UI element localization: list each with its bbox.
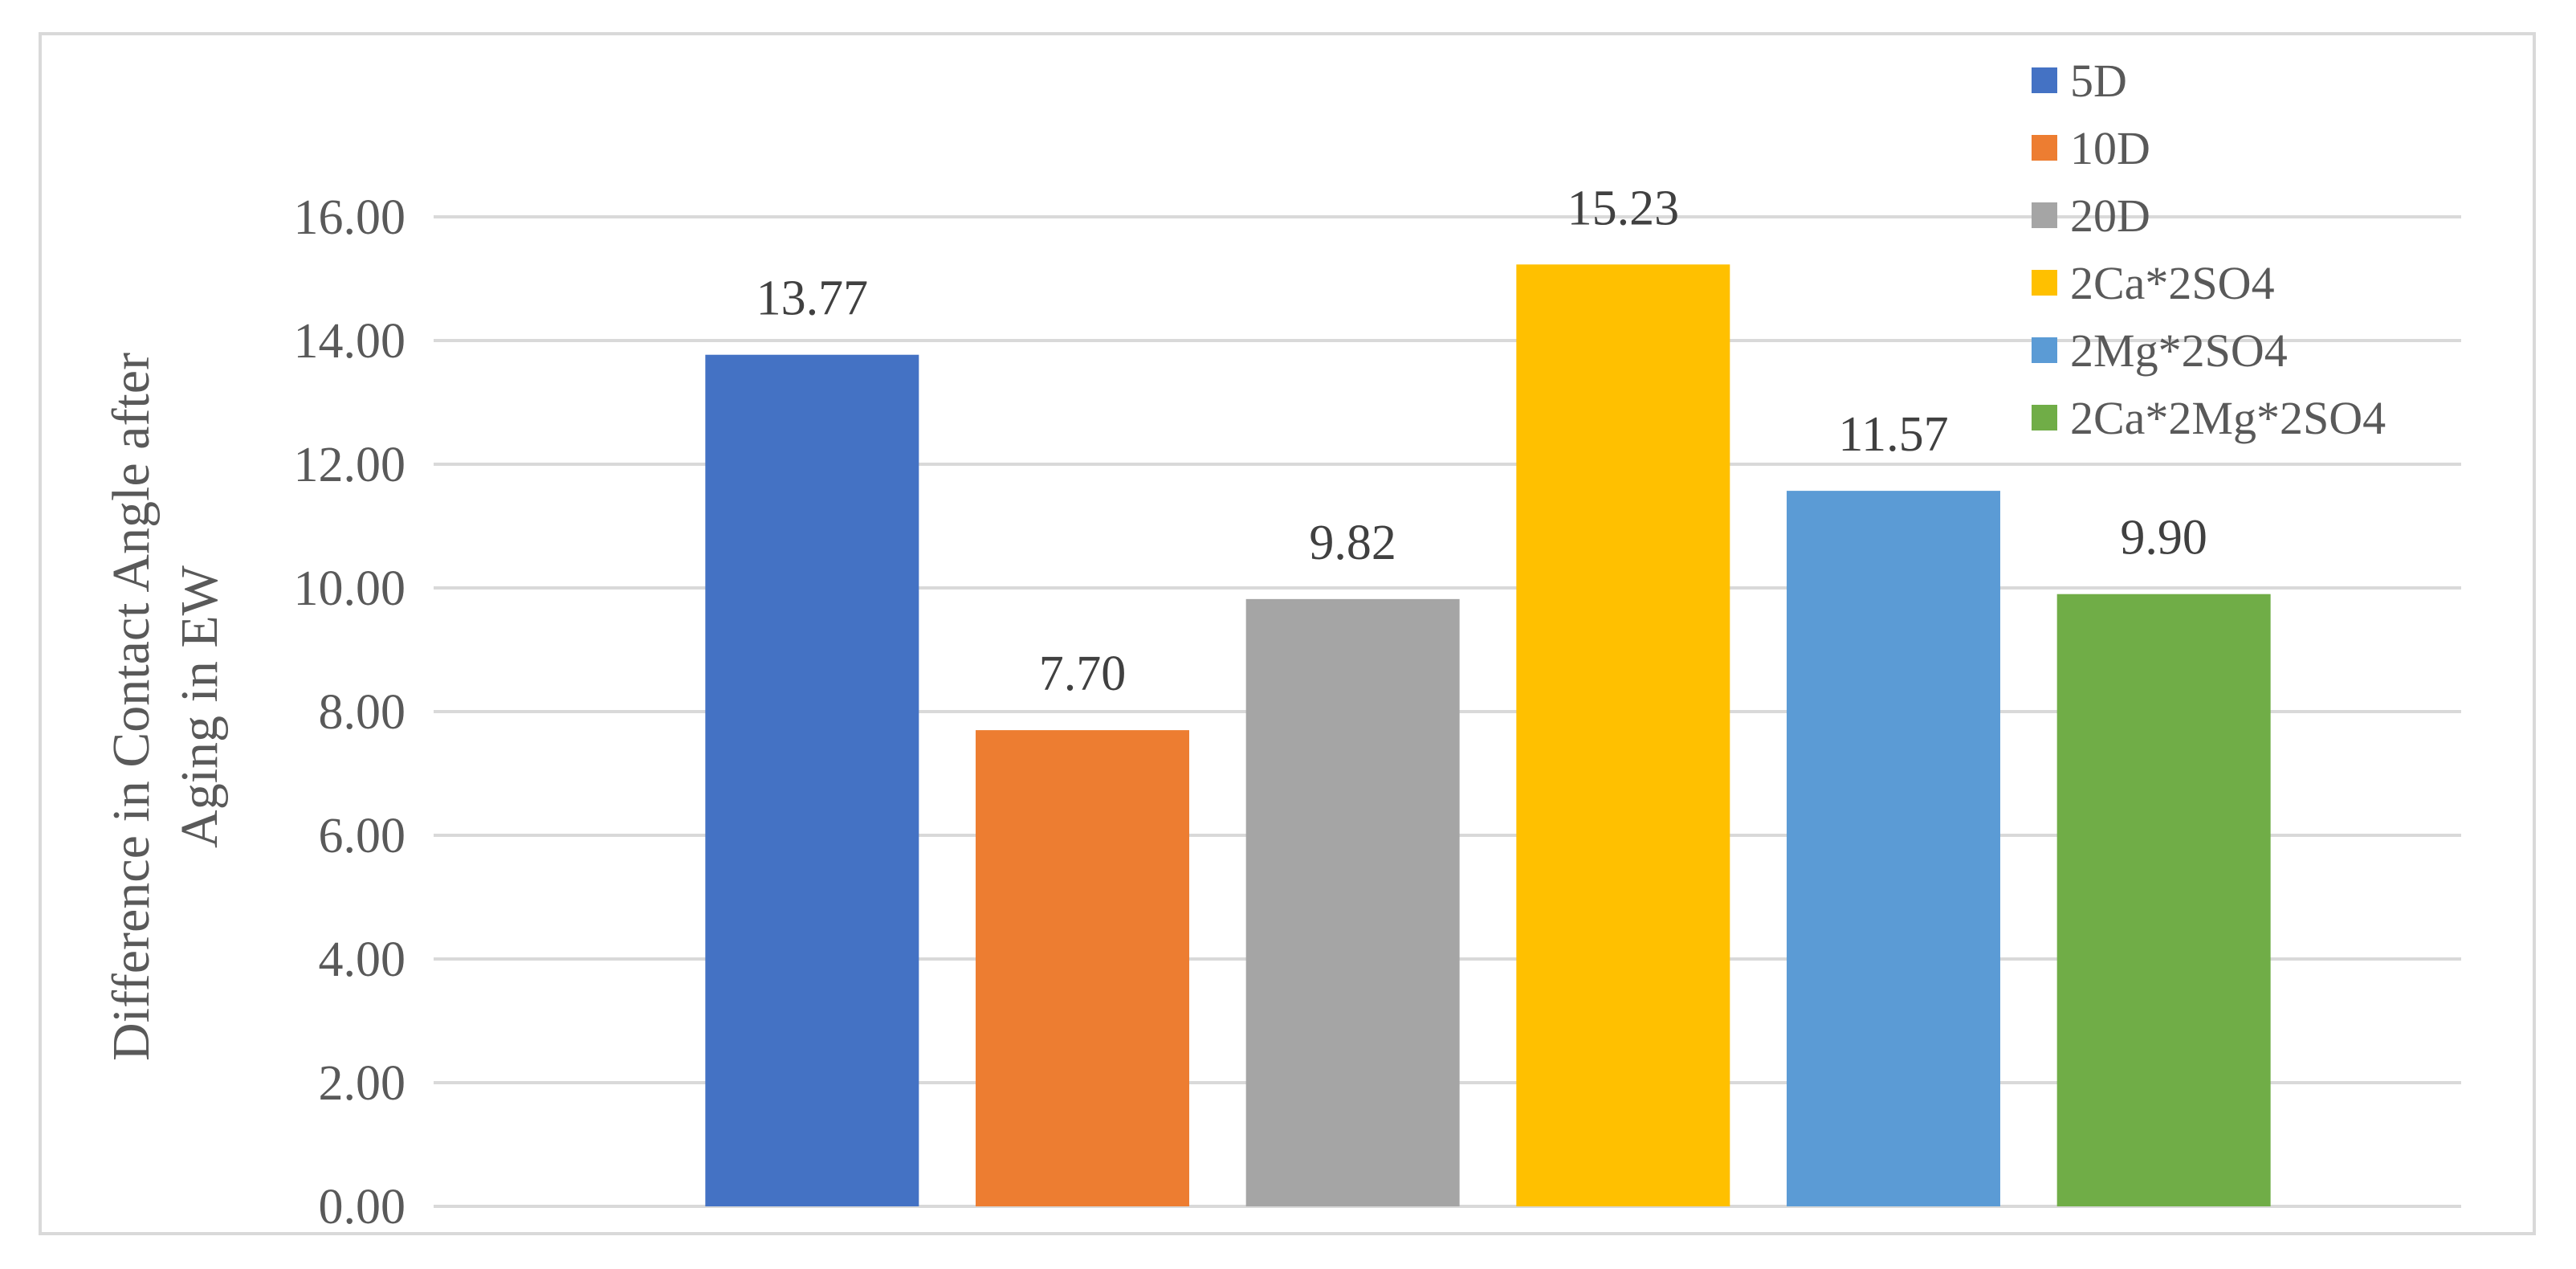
- legend-label-2Ca*2SO4: 2Ca*2SO4: [2070, 257, 2275, 309]
- legend-swatch-10D: [2032, 135, 2057, 161]
- y-tick-label-5: 10.00: [294, 561, 406, 616]
- legend-swatch-2Mg*2SO4: [2032, 337, 2057, 363]
- y-tick-label-6: 12.00: [294, 438, 406, 492]
- data-label-2Ca*2SO4: 15.23: [1567, 181, 1680, 235]
- bar-10D: [976, 730, 1189, 1206]
- bar-2Ca*2SO4: [1516, 264, 1730, 1206]
- y-axis-label: Difference in Contact Angle after Aging …: [102, 353, 229, 1061]
- y-tick-label-8: 16.00: [294, 190, 406, 245]
- bar-2Mg*2SO4: [1787, 491, 2000, 1206]
- y-axis-label-line-2: Aging in EW: [170, 565, 229, 848]
- legend-swatch-2Ca*2Mg*2SO4: [2032, 405, 2057, 430]
- data-label-20D: 9.82: [1309, 516, 1396, 570]
- bar-20D: [1245, 598, 1460, 1206]
- bars: [705, 264, 2271, 1207]
- y-tick-label-4: 8.00: [319, 685, 406, 740]
- y-axis-label-line-1: Difference in Contact Angle after: [102, 353, 161, 1061]
- y-tick-label-7: 14.00: [294, 314, 406, 369]
- legend-label-2Mg*2SO4: 2Mg*2SO4: [2070, 324, 2288, 377]
- legend-swatch-5D: [2032, 67, 2057, 93]
- y-tick-label-2: 4.00: [319, 932, 406, 987]
- y-tick-label-1: 2.00: [319, 1056, 406, 1111]
- y-axis-ticks: 0.00 2.00 4.00 6.00 8.00 10.00 12.00 14.00 16.00: [294, 190, 406, 1234]
- data-label-10D: 7.70: [1039, 647, 1127, 701]
- legend-label-10D: 10D: [2070, 122, 2150, 174]
- data-labels: 13.77 7.70 9.82 15.23 11.57 9.90: [756, 181, 2207, 701]
- legend-swatch-2Ca*2SO4: [2032, 270, 2057, 296]
- y-tick-label-3: 6.00: [319, 809, 406, 863]
- bar-2Ca*2Mg*2SO4: [2056, 594, 2271, 1206]
- legend-label-20D: 20D: [2070, 190, 2150, 242]
- legend-label-5D: 5D: [2070, 55, 2127, 107]
- data-label-2Ca*2Mg*2SO4: 9.90: [2120, 511, 2207, 565]
- bar-5D: [705, 354, 919, 1207]
- data-label-5D: 13.77: [756, 271, 869, 326]
- y-tick-label-0: 0.00: [319, 1180, 406, 1234]
- legend: 5D 10D 20D 2Ca*2SO4 2Mg*2SO4 2Ca*2Mg*2SO4: [2032, 55, 2386, 444]
- legend-swatch-20D: [2032, 202, 2057, 228]
- legend-label-2Ca*2Mg*2SO4: 2Ca*2Mg*2SO4: [2070, 392, 2386, 444]
- data-label-2Mg*2SO4: 11.57: [1838, 407, 1948, 462]
